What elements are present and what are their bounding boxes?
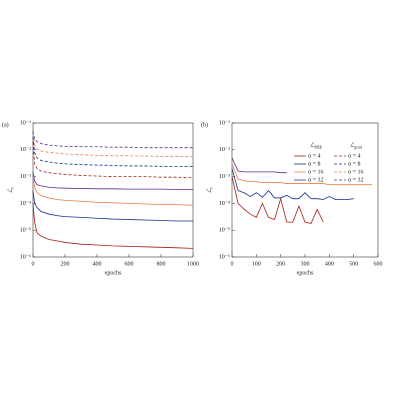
legend-label: α = 16 xyxy=(348,169,364,175)
x-tick-label: 0 xyxy=(231,261,234,267)
y-tick-label: 10⁻² xyxy=(219,147,230,153)
series-line xyxy=(32,171,193,190)
x-tick-label: 200 xyxy=(276,261,285,267)
y-label-main: ℒ xyxy=(206,188,213,193)
x-tick-label: 100 xyxy=(252,261,261,267)
legend-label: α = 32 xyxy=(348,177,364,183)
legend-label: α = 32 xyxy=(308,177,324,183)
y-label-main: ℒ xyxy=(7,188,14,193)
x-tick-label: 1000 xyxy=(187,261,199,267)
x-tick-label: 200 xyxy=(61,261,70,267)
x-tick-label: 0 xyxy=(32,261,35,267)
y-tick-label: 10⁻⁴ xyxy=(20,201,31,207)
series-line xyxy=(32,136,193,167)
plot-frame xyxy=(32,122,194,258)
y-axis-label: ℒv xyxy=(7,187,14,193)
plot-frame xyxy=(231,122,379,258)
x-axis-label: epochs xyxy=(105,270,122,276)
x-tick-label: 800 xyxy=(157,261,166,267)
series-line xyxy=(32,203,194,249)
y-label-sub: v xyxy=(208,187,213,189)
legend-label: α = 8 xyxy=(348,161,361,167)
x-tick-label: 400 xyxy=(93,261,102,267)
y-axis-label: ℒv xyxy=(206,187,213,193)
series-line xyxy=(32,130,193,149)
legend-label: α = 4 xyxy=(308,153,321,159)
y-tick-label: 10⁻¹ xyxy=(219,120,230,126)
y-tick-label: 10⁻⁵ xyxy=(219,228,230,234)
x-axis-label: epochs xyxy=(297,270,314,276)
series-line xyxy=(32,176,194,206)
series-line xyxy=(231,168,354,200)
panel-label: (a) xyxy=(2,121,9,128)
series-line xyxy=(32,133,194,158)
legend-title: ℒMSE xyxy=(310,142,323,149)
y-tick-label: 10⁻³ xyxy=(219,174,230,180)
y-tick-label: 10⁻³ xyxy=(20,174,31,180)
x-tick-label: 600 xyxy=(125,261,134,267)
series-line xyxy=(231,157,287,174)
legend-title-sub: grad xyxy=(354,144,363,149)
panel-label: (b) xyxy=(201,121,208,128)
series-line xyxy=(231,176,324,224)
y-tick-label: 10⁻⁶ xyxy=(20,254,31,260)
x-tick-label: 500 xyxy=(349,261,358,267)
legend-label: α = 8 xyxy=(308,161,321,167)
y-label-sub: v xyxy=(9,187,14,189)
y-tick-label: 10⁻² xyxy=(20,147,31,153)
y-tick-label: 10⁻⁶ xyxy=(219,254,230,260)
legend-label: α = 4 xyxy=(348,153,361,159)
x-tick-label: 400 xyxy=(325,261,334,267)
legend-title-sub: MSE xyxy=(313,144,322,149)
x-tick-label: 300 xyxy=(301,261,310,267)
legend-title-main: ℒ xyxy=(310,142,315,149)
y-tick-label: 10⁻⁴ xyxy=(219,201,230,207)
x-tick-label: 600 xyxy=(374,261,383,267)
series-line xyxy=(231,163,372,186)
y-tick-label: 10⁻¹ xyxy=(20,120,31,126)
y-tick-label: 10⁻⁵ xyxy=(20,228,31,234)
series-line xyxy=(32,190,193,222)
legend-title-main: ℒ xyxy=(350,142,355,149)
series-line xyxy=(32,141,194,179)
legend-label: α = 16 xyxy=(308,169,324,175)
legend-title: ℒgrad xyxy=(350,142,363,149)
